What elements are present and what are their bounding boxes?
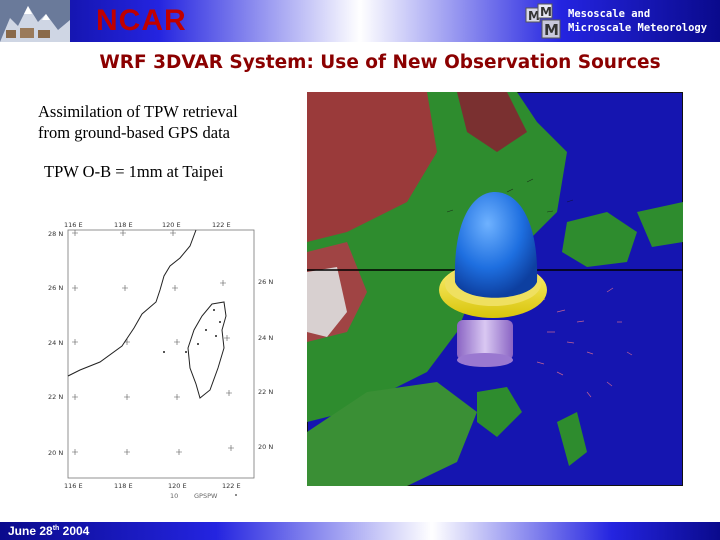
mmm-logo-icon: M M M: [525, 3, 561, 39]
lat-label-left-2: 26 N: [48, 284, 63, 292]
taiwan-gps-map: 116 E 118 E 120 E 122 E 116 E 118 E 120 …: [48, 221, 273, 500]
lon-label-bottom-4: 122 E: [222, 482, 241, 490]
lon-label-bottom-1: 116 E: [64, 482, 83, 490]
presentation-date: June 28th 2004: [8, 524, 89, 538]
lat-label-left-1: 28 N: [48, 230, 63, 238]
lon-label-top-3: 120 E: [162, 221, 181, 229]
date-prefix: June 28: [8, 524, 53, 538]
lat-label-right-4: 20 N: [258, 443, 273, 451]
svg-text:M: M: [528, 9, 540, 23]
date-year: 2004: [59, 524, 90, 538]
tpw-increment-3d-plot: [307, 92, 683, 486]
footer-banner: June 28th 2004: [0, 522, 720, 540]
header-banner: NCAR M M M Mesoscale and Microscale Mete…: [0, 0, 720, 42]
division-line-2: Microscale Meteorology: [568, 22, 708, 34]
lat-label-left-5: 20 N: [48, 449, 63, 457]
lat-label-right-1: 26 N: [258, 278, 273, 286]
description-line-2: from ground-based GPS data: [38, 123, 231, 142]
purple-isosurface: [457, 320, 513, 360]
description-text: Assimilation of TPW retrieval from groun…: [38, 101, 298, 143]
map-footer-mid: GPSPW: [194, 492, 218, 500]
lat-label-left-3: 24 N: [48, 339, 63, 347]
lon-label-top-2: 118 E: [114, 221, 133, 229]
obs-statement: TPW O-B = 1mm at Taipei: [44, 162, 224, 181]
lon-label-bottom-2: 118 E: [114, 482, 133, 490]
mountain-logo-icon: [0, 0, 70, 42]
date-suffix-sup: th: [52, 525, 60, 532]
lat-label-right-2: 24 N: [258, 334, 273, 342]
lon-label-top-4: 122 E: [212, 221, 231, 229]
org-name: NCAR: [96, 4, 187, 37]
division-line-1: Mesoscale and: [568, 8, 651, 20]
svg-text:M: M: [540, 5, 552, 19]
lon-label-top-1: 116 E: [64, 221, 83, 229]
svg-text:M: M: [544, 21, 559, 39]
description-line-1: Assimilation of TPW retrieval: [38, 102, 238, 121]
blue-isosurface: [454, 192, 538, 298]
lon-label-bottom-3: 120 E: [168, 482, 187, 490]
map-footer-left: 10: [170, 492, 178, 500]
lat-label-right-3: 22 N: [258, 388, 273, 396]
lat-label-left-4: 22 N: [48, 393, 63, 401]
slide-title: WRF 3DVAR System: Use of New Observation…: [99, 52, 661, 73]
division-name: Mesoscale and Microscale Meteorology: [568, 7, 720, 35]
